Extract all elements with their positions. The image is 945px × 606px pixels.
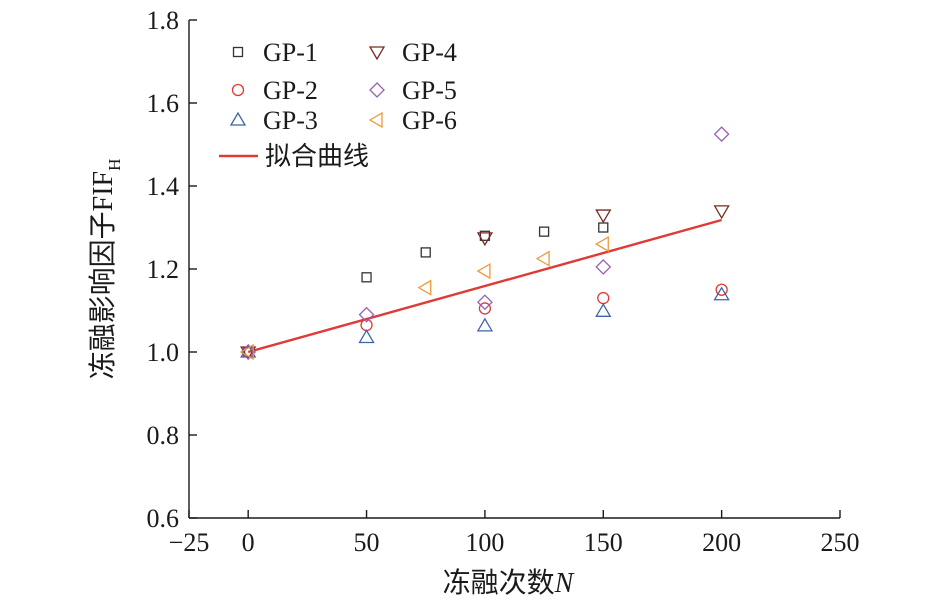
data-point (538, 226, 550, 237)
x-tick-label: 150 (584, 528, 623, 557)
y-ticks: 0.6 0.8 1.0 1.2 1.4 1.6 1.8 (147, 6, 197, 533)
y-tick-label: 1.2 (147, 255, 180, 284)
x-tick-label: 100 (465, 528, 504, 557)
legend-label: GP-3 (263, 106, 318, 135)
data-point (478, 302, 492, 315)
data-point (476, 317, 494, 332)
data-point (595, 209, 612, 224)
x-tick-label: 200 (702, 528, 741, 557)
legend-marker (232, 46, 244, 58)
x-tick-label: −25 (169, 528, 210, 557)
data-point (479, 230, 491, 241)
y-axis-label: 冻融影响因子FIFH (87, 159, 124, 380)
data-point (595, 303, 612, 317)
legend-marker (369, 82, 385, 98)
data-point (535, 250, 550, 267)
legend-item-gp-3: GP-3 (229, 106, 318, 135)
series-gp-6 (239, 235, 609, 361)
x-tick-label: 250 (821, 528, 860, 557)
legend-label: GP-4 (402, 38, 457, 67)
legend-item-gp-1: GP-1 (232, 38, 318, 67)
legend-label: GP-1 (263, 38, 318, 67)
data-point (239, 343, 254, 361)
legend-marker (368, 46, 386, 61)
series-gp-1 (243, 222, 609, 358)
legend: GP-1 GP-2GP-3 GP-4 GP-5GP-6 拟合曲线 (219, 38, 457, 171)
data-points (239, 126, 730, 361)
data-point (595, 259, 612, 275)
data-point (358, 306, 375, 323)
data-point (713, 205, 730, 220)
legend-label: GP-6 (402, 106, 457, 135)
data-point (476, 262, 491, 280)
data-point (597, 291, 610, 305)
data-point (476, 232, 494, 247)
data-point (713, 286, 730, 301)
data-point (594, 235, 609, 253)
fit-line-group (247, 218, 722, 354)
y-tick-label: 0.8 (147, 421, 180, 450)
legend-marker (231, 83, 245, 97)
data-point (420, 247, 431, 258)
data-point (358, 329, 375, 344)
data-point (476, 294, 493, 311)
data-point (361, 272, 372, 283)
legend-item-gp-2: GP-2 (231, 76, 318, 105)
data-point (240, 346, 257, 361)
x-ticks: −25 0 50 100 150 200 250 (169, 510, 860, 557)
y-tick-label: 1.0 (147, 338, 180, 367)
legend-item-gp-6: GP-6 (368, 106, 457, 135)
y-tick-label: 0.6 (147, 504, 180, 533)
data-point (715, 283, 728, 296)
y-tick-label: 1.6 (147, 89, 180, 118)
legend-marker (229, 111, 247, 126)
y-tick-label: 1.8 (147, 6, 180, 35)
legend-label: GP-2 (263, 76, 318, 105)
x-tick-label: 50 (354, 528, 380, 557)
y-tick-label: 1.4 (147, 172, 180, 201)
data-point (417, 279, 432, 296)
series-gp-4 (240, 205, 730, 361)
x-tick-label: 0 (242, 528, 255, 557)
legend-item-gp-4: GP-4 (368, 38, 457, 67)
x-axis-label: 冻融次数N (443, 567, 575, 599)
data-point (240, 343, 257, 358)
data-point (713, 126, 730, 143)
data-point (598, 222, 609, 233)
series-gp-3 (240, 286, 730, 358)
legend-label: 拟合曲线 (265, 142, 369, 171)
legend-marker (368, 111, 383, 129)
legend-label: GP-5 (402, 76, 457, 105)
legend-item-gp-5: GP-5 (369, 76, 457, 105)
fit-line (247, 218, 722, 354)
legend-item-fit-line: 拟合曲线 (219, 142, 369, 171)
